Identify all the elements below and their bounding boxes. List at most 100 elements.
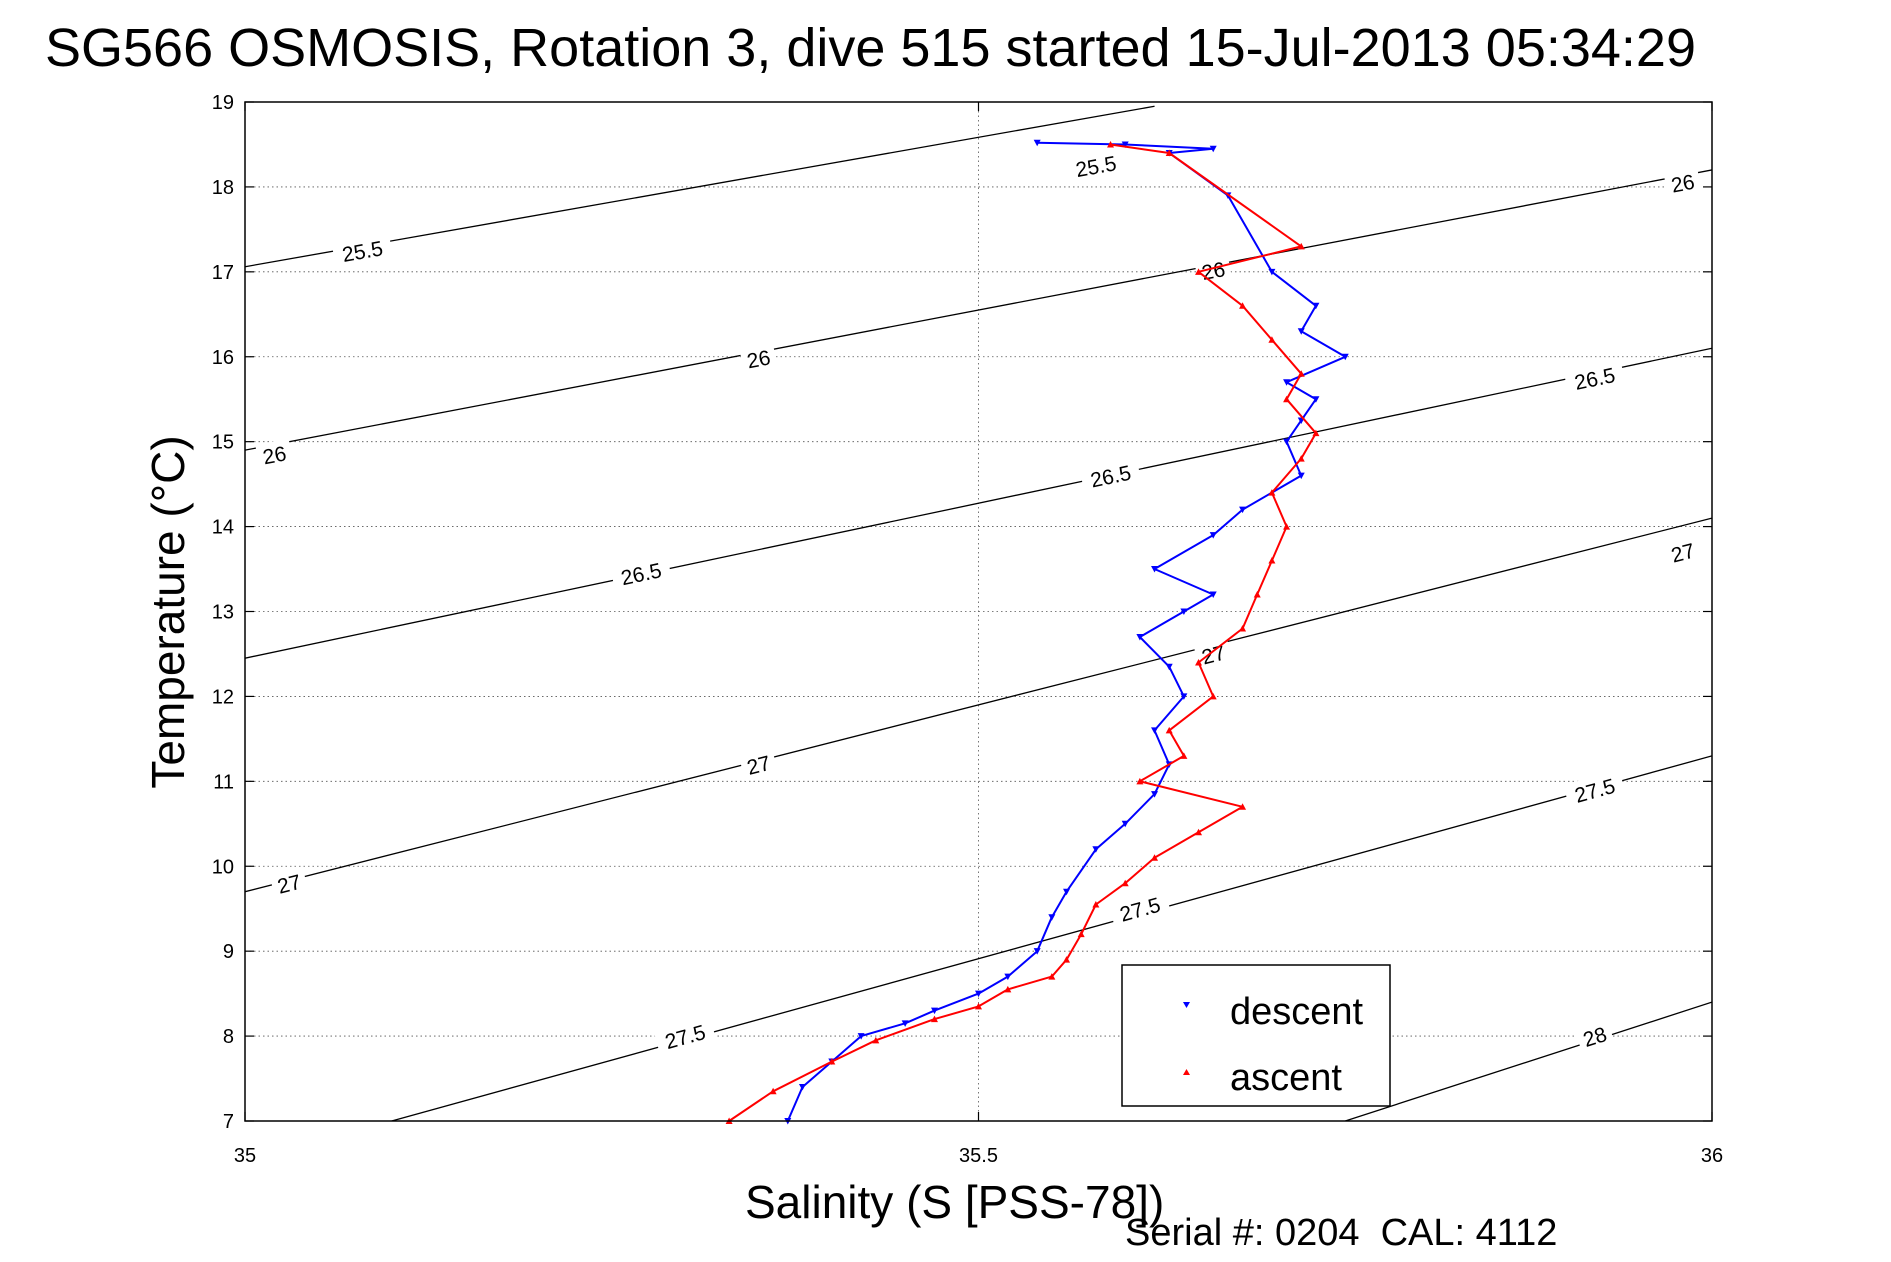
contour-label: 28 [1574, 1018, 1615, 1054]
density-contour-line [391, 755, 1712, 1121]
ascent-point [1004, 985, 1012, 993]
y-tick-label: 15 [212, 432, 234, 454]
ascent-point [1283, 395, 1291, 403]
legend-descent-marker [1183, 1002, 1190, 1008]
contour-label: 27 [1662, 535, 1703, 569]
descent-point [1165, 663, 1173, 671]
density-contour-line [245, 169, 1712, 451]
descent-point [1239, 506, 1247, 514]
ascent-point [1180, 752, 1188, 759]
contour-label-bg [1065, 147, 1127, 184]
contour-label-bg [739, 342, 778, 375]
legend-box [1121, 964, 1391, 1107]
contour-label-bg [1079, 456, 1142, 495]
contour-label-bg [1574, 1018, 1615, 1054]
contour-label-bg [1108, 888, 1172, 929]
contour-label: 26 [739, 342, 778, 375]
descent-point [1121, 141, 1129, 148]
ascent-point [1312, 429, 1320, 437]
descent-point [857, 1033, 865, 1040]
legend-ascent-marker [1183, 1069, 1190, 1075]
x-tick-label: 35 [234, 1145, 256, 1167]
ascent-point [1209, 692, 1217, 700]
density-contour-line [1345, 1001, 1712, 1121]
ascent-point [1077, 930, 1085, 938]
x-axis-label: Salinity (S [PSS-78]) [745, 1176, 1164, 1228]
y-tick-label: 14 [212, 517, 234, 539]
contour-label: 26 [255, 438, 294, 471]
y-tick-label: 10 [212, 856, 234, 878]
contour-label-bg [255, 438, 294, 471]
contour-label-text: 26 [1200, 258, 1227, 285]
ascent-point [1268, 489, 1276, 496]
contour-label-bg [1563, 769, 1627, 811]
ascent-point [1195, 658, 1203, 666]
legend-descent-label: descent [1230, 991, 1364, 1033]
legend-ascent-label: ascent [1230, 1057, 1342, 1099]
descent-point [1180, 608, 1188, 615]
ascent-point [1297, 370, 1305, 377]
ascent-point [1195, 268, 1203, 275]
descent-trace [786, 141, 1347, 1122]
ascent-point [1121, 879, 1129, 887]
descent-point [1033, 139, 1041, 147]
contour-label: 26.5 [610, 554, 673, 593]
y-tick-label: 17 [212, 262, 234, 284]
contour-label: 25.5 [331, 232, 394, 269]
contour-label: 25.5 [1065, 147, 1127, 184]
descent-point [1209, 591, 1217, 599]
contour-label-text: 27 [275, 871, 303, 899]
ascent-point [1253, 591, 1261, 598]
y-axis-label: Temperature (°C) [142, 435, 194, 788]
descent-point [1297, 328, 1305, 335]
descent-point [1283, 438, 1291, 446]
chart-title: SG566 OSMOSIS, Rotation 3, dive 515 star… [45, 18, 1696, 78]
descent-point [1312, 396, 1320, 403]
descent-point [1136, 633, 1144, 641]
contour-label-text: 26 [745, 346, 772, 373]
contour-label: 26.5 [1563, 359, 1626, 397]
y-tick-label: 7 [223, 1111, 234, 1133]
ascent-point [769, 1087, 777, 1095]
contour-label-bg [1193, 637, 1233, 671]
ascent-point [1048, 973, 1056, 980]
ascent-point [1239, 803, 1247, 810]
ascent-point [1195, 828, 1203, 836]
density-contour-line [245, 517, 1712, 893]
contour-label-text: 27 [1199, 641, 1227, 669]
series-ascent [725, 140, 1320, 1124]
ascent-point [1092, 900, 1100, 908]
ascent-point [1165, 149, 1173, 156]
contour-label-text: 27 [745, 752, 773, 780]
descent-point [1092, 846, 1100, 853]
ascent-point [1283, 523, 1291, 530]
x-tick-label: 36 [1701, 1145, 1723, 1167]
contour-label: 26 [1663, 166, 1702, 199]
contour-label-bg [331, 232, 394, 269]
serial-cal-footer: Serial #: 0204 CAL: 4112 [1125, 1212, 1557, 1254]
descent-point [1033, 948, 1041, 955]
ascent-point [1268, 336, 1276, 343]
ascent-point [1063, 956, 1071, 963]
ascent-point [1297, 455, 1305, 462]
descent-point [1151, 727, 1159, 734]
ascent-point [1165, 726, 1173, 734]
ascent-point [1107, 140, 1115, 148]
descent-point [930, 1007, 938, 1015]
ascent-point [930, 1015, 938, 1023]
contour-label-text: 26 [1669, 171, 1696, 198]
y-tick-label: 12 [212, 686, 234, 708]
contour-label-text: 27.5 [1572, 775, 1618, 808]
contour-label-bg [269, 866, 309, 901]
contour-label: 26 [1194, 254, 1233, 287]
axis-ticks: 7 8 9 10 11 12 13 14 15 16 17 18 19 35 35.5 36 [212, 92, 1723, 1167]
legend: descent ascent [1121, 964, 1391, 1107]
descent-point [1341, 353, 1349, 361]
ascent-point [1151, 854, 1159, 861]
ascent-point [828, 1058, 836, 1065]
descent-point [1048, 914, 1056, 921]
density-contour-line [245, 105, 1155, 268]
y-tick-label: 13 [212, 602, 234, 624]
contour-label: 27 [1193, 637, 1233, 671]
contour-label: 27 [269, 866, 309, 901]
